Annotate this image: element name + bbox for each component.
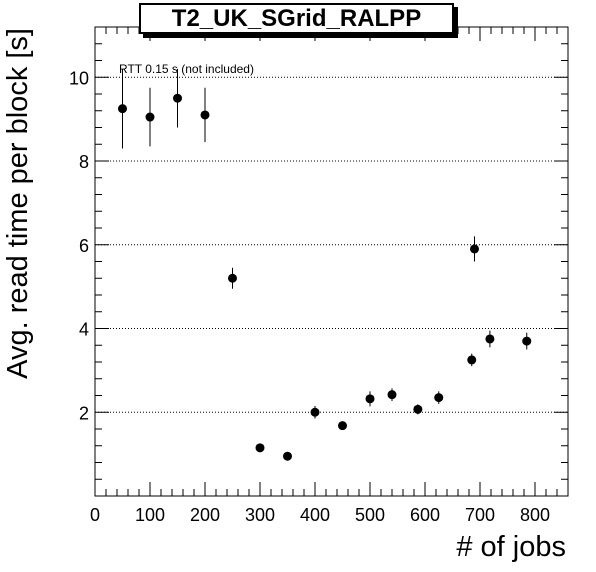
x-tick-label: 0 [90, 505, 100, 525]
point-marker [228, 273, 237, 283]
y-tick-label: 4 [79, 320, 89, 340]
data-point [467, 353, 477, 367]
y-tick-label: 8 [79, 152, 89, 172]
x-tick-label: 300 [245, 505, 275, 525]
data-point [118, 68, 127, 149]
data-points [118, 68, 532, 461]
point-marker [522, 336, 532, 346]
point-marker [118, 104, 127, 114]
point-marker [338, 421, 347, 431]
x-axis-label: # of jobs [456, 531, 566, 563]
point-marker [310, 407, 320, 417]
y-tick-label: 2 [79, 403, 89, 423]
point-marker [200, 110, 210, 120]
chart-title: T2_UK_SGrid_RALPP [171, 4, 422, 32]
data-point [283, 451, 292, 461]
x-tick-labels: 0 100 200 300 400 500 600 700 800 [90, 505, 550, 525]
data-point [485, 330, 495, 348]
data-point [228, 267, 237, 289]
data-point [434, 391, 444, 404]
data-point [145, 87, 155, 147]
x-tick-label: 600 [410, 505, 440, 525]
y-tick-labels: 2 4 6 8 10 [69, 68, 89, 423]
x-tick-label: 500 [355, 505, 385, 525]
data-point [255, 443, 265, 453]
data-point [310, 405, 320, 419]
data-point [200, 87, 210, 143]
data-point [522, 332, 532, 350]
point-marker [467, 355, 477, 365]
point-marker [485, 334, 495, 344]
point-marker [470, 244, 479, 254]
y-axis-label: Avg. read time per block [s] [2, 28, 34, 379]
chart-title-box: T2_UK_SGrid_RALPP [139, 3, 454, 34]
data-point [470, 236, 479, 262]
x-tick-label: 800 [520, 505, 550, 525]
x-tick-label: 100 [135, 505, 165, 525]
annotation: RTT 0.15 s (not included) [119, 62, 254, 76]
point-marker [413, 404, 423, 414]
point-marker [387, 390, 397, 400]
plot-frame [94, 26, 569, 497]
data-point [173, 68, 182, 128]
data-point [387, 388, 397, 401]
point-marker [145, 112, 155, 122]
grid-lines [95, 76, 568, 413]
data-point [338, 421, 347, 431]
point-marker [434, 393, 444, 403]
point-marker [283, 451, 292, 461]
y-tick-label: 6 [79, 236, 89, 256]
y-tick-label: 10 [69, 68, 89, 88]
data-point [413, 404, 423, 415]
point-marker [255, 443, 265, 453]
point-marker [365, 394, 375, 404]
axis-ticks [94, 26, 569, 496]
x-tick-label: 200 [190, 505, 220, 525]
data-point [365, 391, 375, 407]
point-marker [173, 93, 182, 103]
x-tick-label: 700 [465, 505, 495, 525]
x-tick-label: 400 [300, 505, 330, 525]
